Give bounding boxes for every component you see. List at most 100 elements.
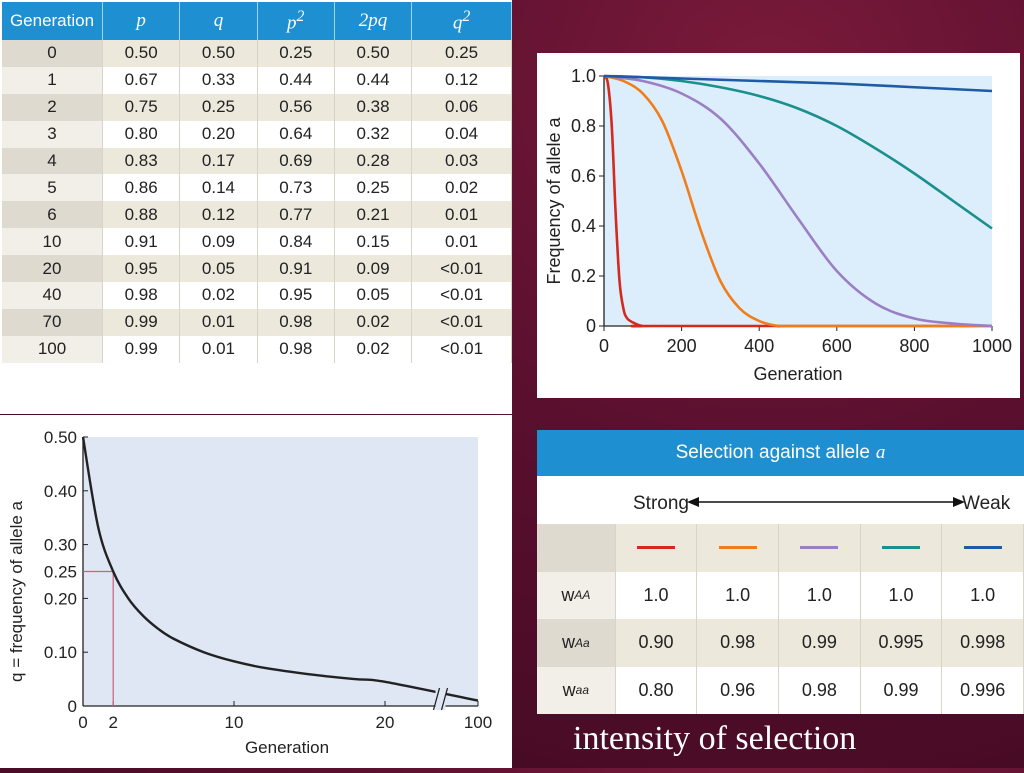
generation-cell: 0 (2, 40, 103, 67)
fitness-grid: w AA 1.0 1.0 1.0 1.0 1.0 w Aa 0.90 0.98 0.99 0.995 0.… (537, 524, 1024, 714)
value-cell: 0.25 (334, 174, 413, 202)
fitness-value: 0.996 (942, 666, 1024, 714)
value-cell: 0.86 (102, 174, 181, 202)
x-tick-label: 100 (464, 713, 492, 732)
value-cell: 0.01 (411, 201, 512, 229)
value-cell: 0.14 (179, 174, 258, 202)
y-tick-label: 0.50 (44, 428, 77, 447)
value-cell: 0.38 (334, 93, 413, 121)
value-cell: <0.01 (411, 255, 512, 283)
generation-cell: 1 (2, 66, 103, 94)
swatch-cell (779, 524, 861, 572)
value-cell: 0.98 (102, 282, 181, 309)
series-line (602, 75, 992, 328)
swatch-cell (615, 524, 698, 572)
x-tick-label: 0 (78, 713, 87, 732)
header-p: p (102, 2, 181, 40)
table-row: 4 0.83 0.17 0.69 0.28 0.03 (2, 147, 512, 175)
table-row: 70 0.99 0.01 0.98 0.02 <0.01 (2, 308, 512, 336)
y-tick-label: 0.10 (44, 643, 77, 662)
x-tick-label: 800 (899, 336, 929, 356)
fitness-value: 0.99 (779, 619, 861, 667)
series-line (603, 74, 993, 230)
fitness-value: 0.98 (697, 619, 780, 667)
strength-scale: Strong Weak (537, 476, 1024, 524)
axis-break-mark (432, 687, 441, 711)
value-cell: 0.21 (334, 201, 413, 229)
x-tick-label: 0 (599, 336, 609, 356)
series-swatch (718, 546, 757, 550)
value-cell: 0.56 (257, 93, 335, 121)
y-tick-label: 0.8 (571, 116, 596, 136)
header-2pq: 2pq (334, 2, 413, 40)
x-tick-label: 20 (376, 713, 395, 732)
swatch-row (537, 524, 1024, 572)
value-cell: 0.02 (411, 174, 512, 202)
value-cell: <0.01 (411, 282, 512, 309)
value-cell: 0.25 (257, 40, 335, 67)
q-frequency-chart-panel: 0 0.10 0.20 0.25 0.30 0.40 0.50 0 2 10 20 100 Genera… (0, 415, 512, 768)
y-axis-label: q = frequency of allele a (7, 500, 26, 682)
value-cell: 0.44 (334, 66, 413, 94)
y-tick-label: 0.20 (44, 589, 77, 608)
series-line (603, 74, 993, 328)
table-row: 3 0.80 0.20 0.64 0.32 0.04 (2, 120, 512, 148)
x-tick-label: 600 (822, 336, 852, 356)
strong-label: Strong (633, 493, 689, 514)
value-cell: 0.98 (257, 308, 335, 336)
generation-cell: 5 (2, 174, 103, 202)
genotype-subscript: aa (575, 683, 590, 698)
generation-cell: 10 (2, 228, 103, 256)
table-row: 5 0.86 0.14 0.73 0.25 0.02 (2, 174, 512, 202)
value-cell: 0.25 (411, 40, 512, 67)
fitness-value: 0.995 (860, 619, 943, 667)
fitness-value: 1.0 (615, 571, 698, 619)
value-cell: 0.83 (102, 147, 181, 175)
value-cell: 0.17 (179, 147, 258, 175)
x-axis-label: Generation (245, 738, 329, 757)
value-cell: 0.02 (179, 282, 258, 309)
generation-cell: 40 (2, 282, 103, 309)
arrow-left-icon (687, 497, 699, 507)
selection-title-allele: a (875, 442, 886, 463)
table-row: 0 0.50 0.50 0.25 0.50 0.25 (2, 40, 512, 67)
value-cell: 0.95 (102, 255, 181, 283)
y-tick-label: 0.30 (44, 536, 77, 555)
generation-cell: 100 (2, 335, 103, 363)
value-cell: 0.80 (102, 120, 181, 148)
table-row: 20 0.95 0.05 0.91 0.09 <0.01 (2, 255, 512, 283)
fitness-value: 0.998 (942, 619, 1024, 667)
fitness-symbol: w (561, 584, 575, 605)
y-tick-label: 0.25 (44, 563, 77, 582)
value-cell: 0.05 (179, 255, 258, 283)
value-cell: 0.67 (102, 66, 181, 94)
y-tick-label: 0.40 (44, 482, 77, 501)
value-cell: 0.05 (334, 282, 413, 309)
table-row: 40 0.98 0.02 0.95 0.05 <0.01 (2, 282, 512, 309)
value-cell: 0.25 (179, 93, 258, 121)
header-q-squared: q2 (411, 2, 512, 40)
value-cell: 0.33 (179, 66, 258, 94)
fitness-label: w AA (537, 571, 616, 619)
y-tick-label: 0.4 (571, 216, 596, 236)
weak-label: Weak (962, 493, 1011, 514)
series-swatch (637, 546, 675, 550)
y-tick-label: 0 (68, 697, 77, 716)
header-p-squared: p2 (257, 2, 335, 40)
series-swatch (963, 546, 1002, 550)
value-cell: 0.15 (334, 228, 413, 256)
table-body: 0 0.50 0.50 0.25 0.50 0.25 1 0.67 0.33 0.44 0.44 0.… (2, 40, 512, 363)
slide-caption: intensity of selection (573, 720, 857, 757)
value-cell: 0.02 (334, 308, 413, 336)
value-cell: 0.64 (257, 120, 335, 148)
swatch-cell (860, 524, 943, 572)
value-cell: 0.32 (334, 120, 413, 148)
series-line (603, 74, 993, 93)
y-tick-label: 0.6 (571, 166, 596, 186)
selection-table-title: Selection against allele a (537, 430, 1024, 476)
q-curve (81, 436, 479, 702)
value-cell: 0.12 (179, 201, 258, 229)
series-swatch (882, 546, 921, 550)
value-cell: 0.73 (257, 174, 335, 202)
y-tick-label: 0 (586, 316, 596, 336)
